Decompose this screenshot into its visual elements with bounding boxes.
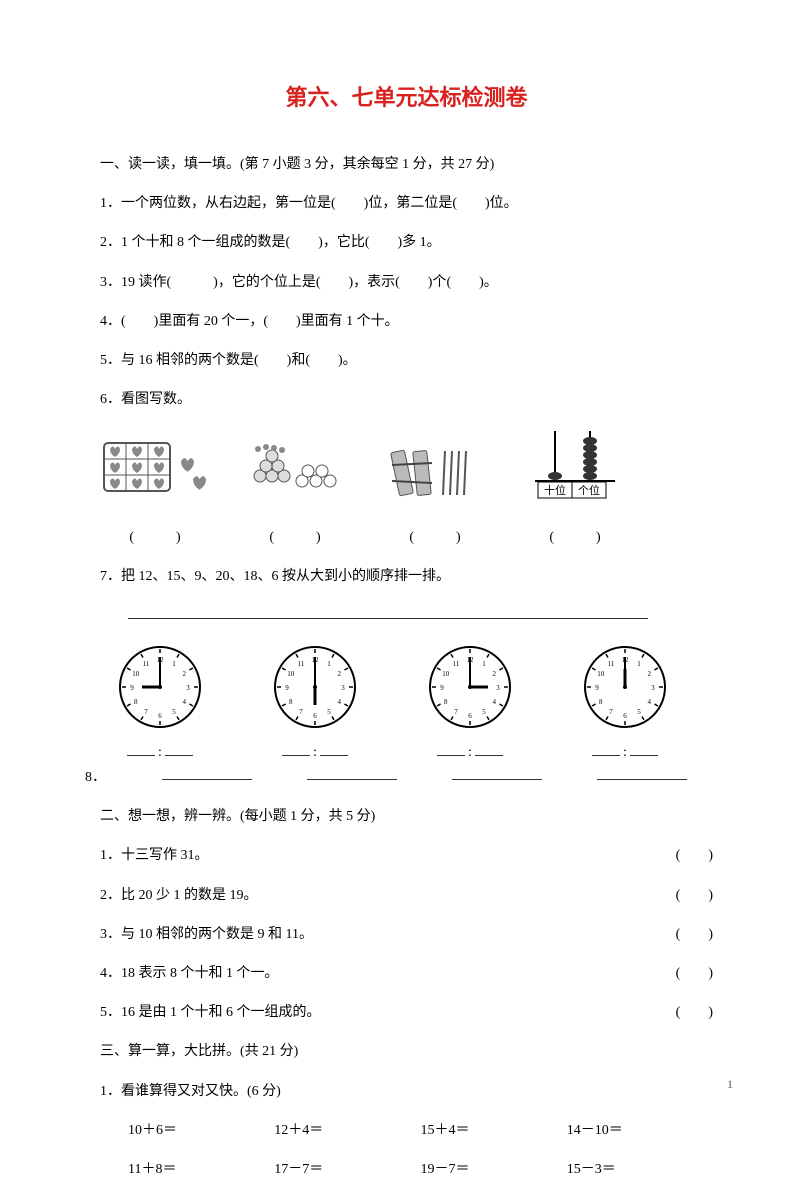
svg-text:2: 2 — [647, 670, 651, 678]
sec2-q1: 1．十三写作 31。( ) — [100, 843, 713, 868]
q6-img-balls — [240, 441, 350, 510]
svg-text:1: 1 — [327, 660, 331, 668]
svg-text:7: 7 — [454, 708, 458, 716]
svg-text:8: 8 — [444, 698, 448, 706]
arith-row2: 11＋8＝17－7＝19－7＝15－3＝ — [128, 1157, 713, 1182]
sec1-q2: 2．1 个十和 8 个一组成的数是( )，它比( )多 1。 — [100, 230, 713, 255]
sec1-q6: 6．看图写数。 — [100, 387, 713, 412]
svg-text:7: 7 — [144, 708, 148, 716]
svg-text:7: 7 — [299, 708, 303, 716]
svg-text:5: 5 — [172, 708, 176, 716]
q6-img-abacus: 十位 个位 — [520, 426, 630, 510]
sec1-q5: 5．与 16 相邻的两个数是( )和( )。 — [100, 348, 713, 373]
clocks-row: 121234567891011 : 121234567891011 : 1212… — [110, 642, 713, 761]
svg-text:6: 6 — [313, 712, 317, 720]
sec1-q4: 4．( )里面有 20 个一，( )里面有 1 个十。 — [100, 309, 713, 334]
svg-text:9: 9 — [595, 684, 599, 692]
svg-text:4: 4 — [492, 698, 496, 706]
page-number: 1 — [727, 1077, 733, 1092]
q6-par3: ( ) — [520, 525, 630, 550]
sec3-head: 三、算一算，大比拼。(共 21 分) — [100, 1039, 713, 1064]
svg-text:10: 10 — [132, 670, 140, 678]
q6-img-hearts — [100, 441, 210, 510]
svg-text:4: 4 — [647, 698, 651, 706]
svg-text:10: 10 — [442, 670, 450, 678]
svg-text:3: 3 — [651, 684, 655, 692]
svg-text:7: 7 — [609, 708, 613, 716]
q8-prefix: 8． — [85, 765, 107, 790]
svg-text:11: 11 — [608, 660, 615, 668]
sec1-q1: 1．一个两位数，从右边起，第一位是( )位，第二位是( )位。 — [100, 191, 713, 216]
svg-text:2: 2 — [492, 670, 496, 678]
svg-text:11: 11 — [453, 660, 460, 668]
svg-text:2: 2 — [182, 670, 186, 678]
sec1-q7: 7．把 12、15、9、20、18、6 按从大到小的顺序排一排。 — [100, 564, 713, 589]
sec1-q3: 3．19 读作( )，它的个位上是( )，表示( )个( )。 — [100, 270, 713, 295]
abacus-tens-label: 十位 — [544, 483, 566, 497]
svg-text:4: 4 — [182, 698, 186, 706]
q8-lines: 8． — [110, 765, 713, 790]
clock-3: 121234567891011 : — [575, 642, 675, 761]
svg-text:9: 9 — [130, 684, 134, 692]
q7-answerline — [128, 603, 713, 628]
sec3-q1: 1．看谁算得又对又快。(6 分) — [100, 1079, 713, 1104]
svg-text:8: 8 — [289, 698, 293, 706]
abacus-ones-label: 个位 — [578, 483, 600, 497]
svg-text:4: 4 — [337, 698, 341, 706]
svg-text:6: 6 — [158, 712, 162, 720]
q6-img-sticks — [380, 441, 490, 510]
svg-text:2: 2 — [337, 670, 341, 678]
sec2-q5: 5．16 是由 1 个十和 6 个一组成的。( ) — [100, 1000, 713, 1025]
svg-text:5: 5 — [482, 708, 486, 716]
svg-text:5: 5 — [637, 708, 641, 716]
svg-text:1: 1 — [482, 660, 486, 668]
svg-text:9: 9 — [285, 684, 289, 692]
sec2-head: 二、想一想，辨一辨。(每小题 1 分，共 5 分) — [100, 804, 713, 829]
clock-2: 121234567891011 : — [420, 642, 520, 761]
svg-text:1: 1 — [637, 660, 641, 668]
svg-text:5: 5 — [327, 708, 331, 716]
svg-text:1: 1 — [172, 660, 176, 668]
exam-page: 第六、七单元达标检测卷 一、读一读，填一填。(第 7 小题 3 分，其余每空 1… — [0, 0, 793, 1122]
svg-text:10: 10 — [287, 670, 295, 678]
svg-text:8: 8 — [599, 698, 603, 706]
page-title: 第六、七单元达标检测卷 — [100, 80, 713, 112]
svg-text:3: 3 — [186, 684, 190, 692]
q6-parens: ( ) ( ) ( ) ( ) — [100, 525, 713, 550]
q6-par2: ( ) — [380, 525, 490, 550]
q6-par1: ( ) — [240, 525, 350, 550]
svg-text:6: 6 — [623, 712, 627, 720]
svg-text:8: 8 — [134, 698, 138, 706]
sec2-q2: 2．比 20 少 1 的数是 19。( ) — [100, 883, 713, 908]
svg-text:3: 3 — [496, 684, 500, 692]
svg-text:3: 3 — [341, 684, 345, 692]
clock-1: 121234567891011 : — [265, 642, 365, 761]
svg-text:11: 11 — [298, 660, 305, 668]
sec1-head: 一、读一读，填一填。(第 7 小题 3 分，其余每空 1 分，共 27 分) — [100, 152, 713, 177]
q6-images-row: 十位 个位 — [100, 426, 713, 510]
clock-0: 121234567891011 : — [110, 642, 210, 761]
svg-text:11: 11 — [143, 660, 150, 668]
sec2-q4: 4．18 表示 8 个十和 1 个一。( ) — [100, 961, 713, 986]
sec2-q3: 3．与 10 相邻的两个数是 9 和 11。( ) — [100, 922, 713, 947]
q6-par0: ( ) — [100, 525, 210, 550]
svg-text:6: 6 — [468, 712, 472, 720]
svg-text:9: 9 — [440, 684, 444, 692]
svg-text:10: 10 — [597, 670, 605, 678]
